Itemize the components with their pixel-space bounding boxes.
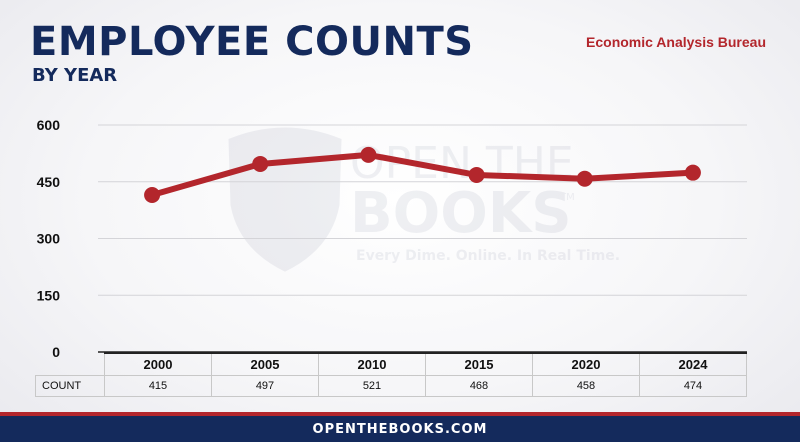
y-tick-label: 600 (37, 117, 61, 133)
watermark-line1: OPEN THE (350, 138, 574, 189)
x-tick-label: 2000 (104, 352, 212, 376)
watermark-line2: BOOKS (350, 181, 572, 246)
chart-subtitle: BY YEAR (32, 65, 118, 86)
series-line (149, 151, 696, 198)
data-point-2000 (144, 186, 161, 203)
x-tick-label: 2015 (425, 352, 533, 376)
y-tick-label: 450 (37, 174, 61, 190)
data-point-2024 (684, 164, 701, 181)
data-point-2010 (360, 146, 377, 163)
watermark-tagline: Every Dime. Online. In Real Time. (356, 248, 620, 264)
footer-bar: OPENTHEBOOKS.COM (0, 412, 800, 442)
watermark-trademark: TM (559, 192, 575, 203)
x-tick-label: 2005 (211, 352, 319, 376)
x-tick-label: 2010 (318, 352, 426, 376)
y-tick-label: 0 (52, 344, 60, 360)
data-label: 415 (104, 375, 212, 397)
footer-link[interactable]: OPENTHEBOOKS.COM (312, 421, 488, 437)
data-label: 468 (425, 375, 533, 397)
x-tick-label: 2020 (532, 352, 640, 376)
table-corner (36, 353, 105, 376)
data-point-2020 (576, 170, 593, 187)
watermark: OPEN THE BOOKS TM Every Dime. Online. In… (228, 127, 620, 272)
data-label: 474 (639, 375, 747, 397)
source-label: Economic Analysis Bureau (586, 34, 766, 50)
table-header-row: 2000 2005 2010 2015 2020 2024 (36, 352, 747, 376)
y-tick-label: 150 (37, 287, 61, 303)
data-table: 2000 2005 2010 2015 2020 2024 COUNT 415 497 521… (35, 352, 747, 397)
data-label: 521 (318, 375, 426, 397)
data-point-2005 (252, 155, 269, 172)
y-tick-label: 300 (37, 231, 61, 247)
y-axis: 0 150 300 450 600 (37, 117, 61, 360)
data-label: 497 (211, 375, 319, 397)
x-tick-label: 2024 (639, 352, 747, 376)
data-point-2015 (468, 166, 485, 183)
series-employee-count (144, 146, 701, 203)
shield-icon (228, 127, 342, 272)
table-row-label: COUNT (35, 375, 105, 397)
data-label: 458 (532, 375, 640, 397)
table-row: COUNT 415 497 521 468 458 474 (35, 375, 747, 397)
chart-title: EMPLOYEE COUNTS (30, 19, 474, 65)
